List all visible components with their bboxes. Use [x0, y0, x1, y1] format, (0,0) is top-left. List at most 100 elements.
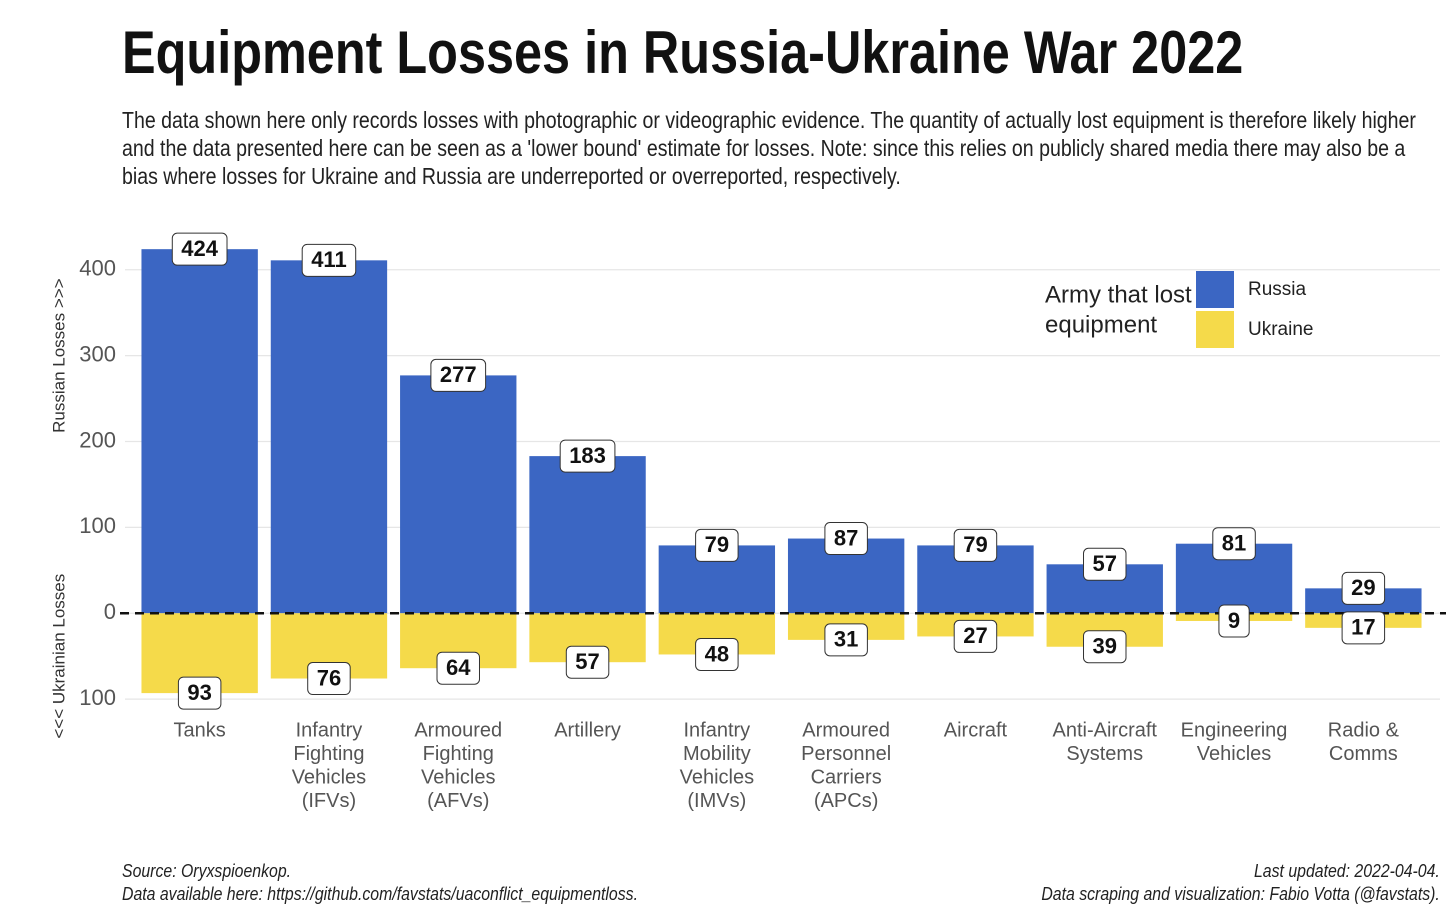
value-label-box — [307, 662, 351, 696]
source: Source: Oryxspioenkop. Data available he… — [122, 860, 638, 906]
value-label: 39 — [1083, 630, 1127, 664]
x-tick-label: Vehicles — [1197, 743, 1272, 765]
value-label: 17 — [1341, 611, 1386, 645]
value-label: 277 — [430, 358, 487, 392]
x-tick-label: Engineering — [1181, 719, 1288, 741]
value-label-box — [1083, 630, 1127, 664]
credits-line: Data scraping and visualization: Fabio V… — [1041, 884, 1440, 904]
value-label-text: 424 — [181, 236, 218, 261]
value-label-box — [1212, 527, 1256, 561]
chart-subtitle: The data shown here only records losses … — [122, 107, 1416, 189]
value-label-box — [559, 439, 616, 473]
y-tick-label: 400 — [79, 256, 116, 281]
x-tick-label: Vehicles — [680, 766, 755, 788]
value-label-text: 39 — [1093, 634, 1117, 659]
value-label-box — [436, 651, 480, 685]
legend-label: Ukraine — [1248, 319, 1313, 340]
legend-title: equipment — [1045, 311, 1157, 338]
value-label-box — [1083, 547, 1127, 581]
x-tick-label: Comms — [1329, 743, 1398, 765]
value-label-box — [953, 528, 998, 562]
y-tick-label: 100 — [79, 513, 116, 538]
value-label-box — [695, 528, 739, 562]
legend-label: Russia — [1248, 279, 1307, 300]
legend-title: Army that lost — [1045, 281, 1192, 308]
x-tick-label: Personnel — [801, 743, 891, 765]
value-label-text: 183 — [569, 443, 606, 468]
value-label: 57 — [565, 645, 610, 679]
x-tick-label: Fighting — [423, 743, 494, 765]
y-tick-label: 0 — [104, 599, 116, 624]
value-label-text: 29 — [1351, 575, 1375, 600]
x-tick-label: Armoured — [802, 719, 890, 741]
credits-line: Last updated: 2022-04-04. — [1254, 861, 1440, 881]
x-tick-label: Vehicles — [292, 766, 367, 788]
value-label-text: 277 — [440, 362, 477, 387]
value-label: 424 — [171, 232, 228, 266]
value-label-text: 76 — [317, 665, 341, 690]
value-label-text: 81 — [1222, 531, 1246, 556]
value-label-text: 79 — [963, 532, 987, 557]
value-label-box — [824, 522, 868, 556]
value-label-box — [824, 623, 868, 657]
value-label: 64 — [436, 651, 480, 685]
value-label: 9 — [1218, 604, 1250, 638]
x-tick-label: Vehicles — [421, 766, 496, 788]
value-label: 76 — [307, 662, 351, 696]
value-label-box — [695, 637, 739, 671]
legend-swatch — [1196, 271, 1234, 308]
y-tick-label: 100 — [79, 685, 116, 710]
value-label-box — [565, 645, 610, 679]
value-label-box — [1341, 611, 1386, 645]
x-tick-label: (APCs) — [814, 790, 878, 812]
value-label: 48 — [695, 637, 739, 671]
bar — [270, 260, 388, 614]
value-label: 31 — [824, 623, 868, 657]
x-tick-label: Radio & — [1328, 719, 1400, 741]
value-label-box — [430, 358, 487, 392]
bar — [400, 375, 517, 614]
value-label: 29 — [1341, 571, 1386, 605]
y-tick-label: 300 — [79, 341, 116, 366]
value-label-box — [177, 676, 222, 710]
value-label-text: 87 — [834, 525, 858, 550]
value-label-text: 48 — [705, 641, 729, 666]
legend-swatch — [1196, 311, 1234, 348]
x-tick-label: Infantry — [296, 719, 363, 741]
bar — [529, 456, 646, 614]
x-tick-label: (AFVs) — [427, 790, 489, 812]
bar — [141, 249, 258, 614]
value-label-box — [1218, 604, 1250, 638]
value-label-text: 31 — [834, 627, 858, 652]
x-tick-label: Fighting — [293, 743, 364, 765]
x-tick-label: (IFVs) — [302, 790, 356, 812]
value-label-text: 93 — [187, 680, 211, 705]
value-label: 79 — [953, 528, 998, 562]
value-label: 411 — [301, 243, 357, 277]
x-tick-label: Infantry — [683, 719, 750, 741]
x-tick-label: Aircraft — [944, 719, 1008, 741]
value-label-text: 9 — [1228, 608, 1240, 633]
x-tick-label: Armoured — [414, 719, 502, 741]
value-label: 81 — [1212, 527, 1256, 561]
y-axis-title: <<< Ukrainian Losses — [49, 574, 68, 739]
y-axis-title: Russian Losses >>> — [49, 278, 68, 433]
x-tick-label: (IMVs) — [687, 790, 746, 812]
value-label-box — [171, 232, 228, 266]
value-label: 93 — [177, 676, 222, 710]
credits: Last updated: 2022-04-04. Data scraping … — [1042, 860, 1440, 906]
value-label-box — [1341, 571, 1386, 605]
value-label: 27 — [953, 619, 998, 653]
y-tick-label: 200 — [79, 427, 116, 452]
value-label-text: 17 — [1351, 615, 1375, 640]
x-tick-label: Anti-Aircraft — [1053, 719, 1158, 741]
value-label-text: 79 — [705, 532, 729, 557]
source-line: Data available here: https://github.com/… — [122, 884, 638, 904]
source-line: Source: Oryxspioenkop. — [122, 861, 292, 881]
value-label-text: 64 — [446, 655, 471, 680]
value-label-box — [953, 619, 998, 653]
x-tick-label: Carriers — [811, 766, 882, 788]
x-tick-label: Systems — [1066, 743, 1143, 765]
